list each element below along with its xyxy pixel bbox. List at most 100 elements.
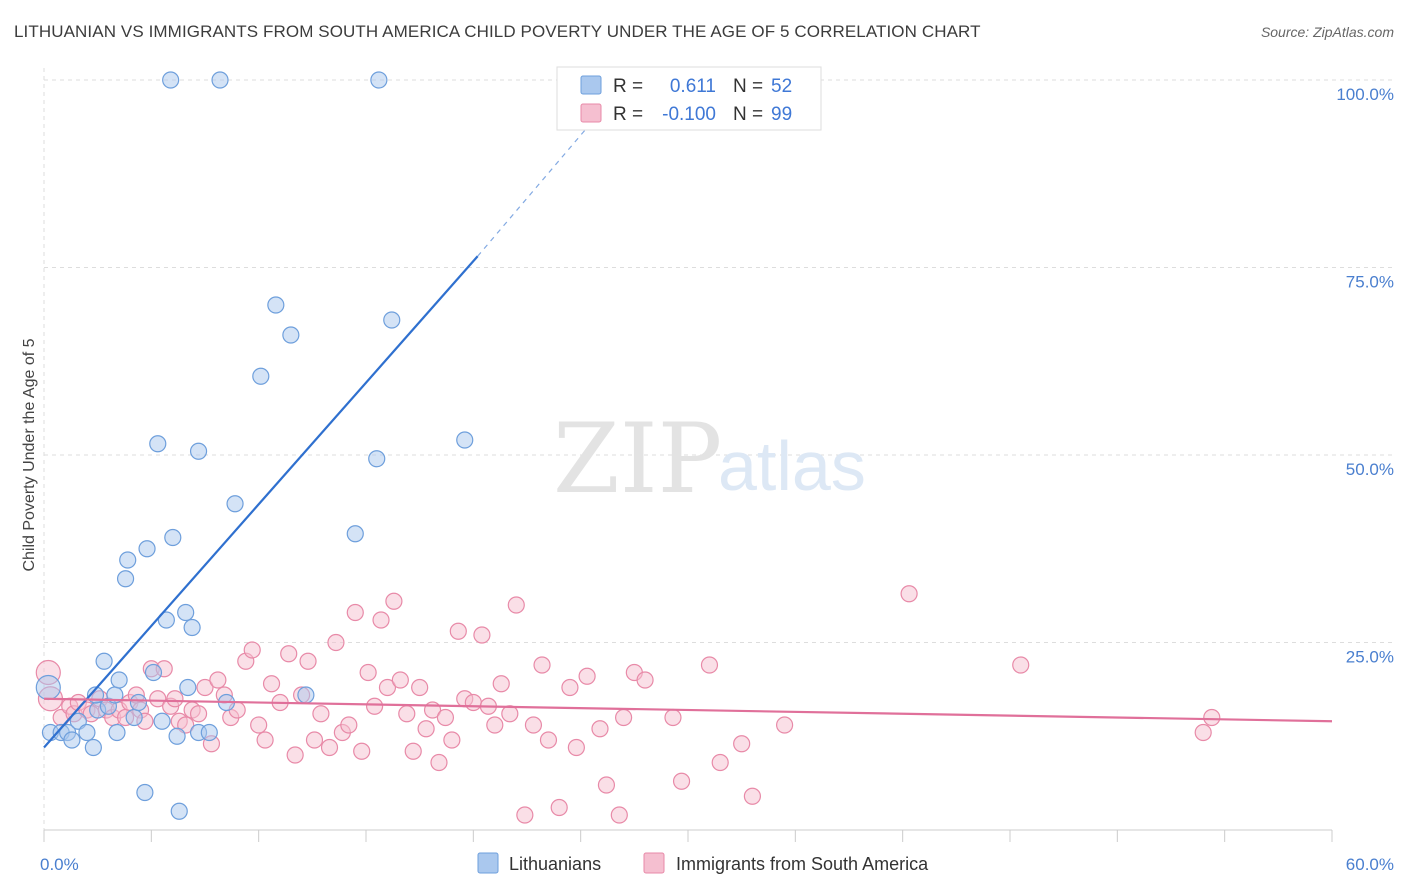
bottom-legend: Lithuanians Immigrants from South Americ…	[477, 852, 929, 874]
data-point	[492, 675, 510, 693]
trendlines	[43, 109, 1333, 749]
legend-r-value-2: -0.100	[662, 104, 716, 125]
data-point	[211, 71, 229, 89]
data-point	[516, 806, 534, 824]
data-point	[95, 652, 113, 670]
watermark-atlas: atlas	[718, 427, 866, 505]
data-point	[365, 697, 384, 715]
data-point	[359, 663, 377, 682]
data-point	[305, 731, 324, 749]
trendline-blue-extension	[477, 109, 603, 257]
data-point	[116, 570, 135, 588]
data-point	[672, 772, 691, 790]
data-point	[636, 671, 654, 689]
data-point	[125, 708, 143, 727]
data-point	[456, 431, 474, 449]
data-point	[327, 633, 345, 652]
legend-r-label-1: R =	[613, 76, 643, 97]
data-point	[775, 716, 794, 734]
y-tick-labels: 25.0% 50.0% 75.0% 100.0%	[1336, 85, 1394, 667]
data-point	[168, 727, 186, 745]
data-point	[312, 705, 330, 723]
data-point	[473, 626, 491, 644]
data-point	[733, 735, 751, 753]
source-label: Source: ZipAtlas.com	[1260, 24, 1394, 40]
bottom-legend-label-pink: Immigrants from South America	[676, 854, 929, 874]
data-point	[700, 656, 719, 674]
data-point	[398, 705, 416, 723]
data-point	[391, 671, 409, 689]
data-point	[166, 690, 184, 708]
data-point	[189, 705, 208, 723]
data-point	[1194, 723, 1212, 742]
y-tick-label: 50.0%	[1346, 460, 1394, 479]
legend-box: R = 0.611 N = 52 R = -0.100 N = 99	[556, 66, 822, 131]
data-point	[539, 731, 558, 749]
data-point	[282, 326, 300, 344]
data-point	[144, 663, 163, 682]
legend-n-value-2: 99	[771, 104, 792, 125]
series-blue-points	[35, 71, 474, 820]
y-tick-label: 100.0%	[1336, 85, 1394, 104]
data-point	[550, 798, 568, 817]
data-point	[299, 652, 317, 670]
data-point	[149, 435, 167, 453]
data-point	[340, 716, 358, 734]
data-point	[346, 603, 364, 622]
data-point	[252, 367, 270, 385]
data-point	[436, 708, 455, 727]
trendline-blue	[43, 255, 479, 749]
data-point	[404, 742, 422, 760]
data-point	[900, 585, 918, 603]
data-point	[591, 720, 609, 738]
y-tick-label: 75.0%	[1346, 273, 1394, 292]
data-point	[280, 645, 298, 663]
x-tick-label: 60.0%	[1346, 855, 1394, 874]
y-tick-label: 25.0%	[1346, 648, 1394, 667]
data-point	[614, 708, 633, 727]
data-point	[443, 731, 461, 749]
chart-title: LITHUANIAN VS IMMIGRANTS FROM SOUTH AMER…	[14, 22, 981, 41]
data-point	[533, 656, 551, 674]
legend-swatch-blue	[580, 75, 602, 95]
data-point	[179, 678, 197, 697]
data-point	[1012, 656, 1030, 674]
data-point	[385, 592, 403, 610]
data-point	[430, 753, 448, 772]
data-point	[267, 296, 285, 314]
data-point	[136, 783, 154, 802]
data-point	[711, 753, 729, 772]
data-point	[183, 618, 201, 637]
data-point	[177, 603, 195, 622]
data-point	[250, 716, 268, 734]
data-point	[610, 806, 628, 824]
bottom-legend-swatch-pink	[643, 852, 665, 874]
data-point	[320, 738, 339, 757]
data-point	[1203, 708, 1221, 727]
data-point	[372, 611, 390, 629]
data-point	[153, 712, 171, 730]
data-point	[597, 776, 616, 794]
data-point	[486, 716, 504, 734]
data-point	[524, 716, 543, 734]
data-point	[110, 671, 128, 689]
watermark: ZIP atlas	[553, 403, 866, 515]
data-point	[449, 622, 467, 640]
data-point	[138, 540, 156, 558]
y-axis-label: Child Poverty Under the Age of 5	[21, 338, 38, 571]
data-point	[84, 738, 102, 757]
data-point	[368, 450, 386, 468]
data-point	[170, 802, 188, 820]
data-point	[196, 678, 214, 697]
data-point	[226, 495, 244, 513]
x-ticks	[43, 830, 1333, 842]
data-point	[567, 738, 585, 757]
data-point	[119, 551, 137, 569]
data-point	[149, 690, 167, 708]
data-point	[200, 723, 218, 742]
data-point	[411, 678, 429, 697]
data-point	[507, 596, 525, 614]
data-point	[501, 705, 519, 723]
watermark-zip: ZIP	[553, 403, 722, 515]
